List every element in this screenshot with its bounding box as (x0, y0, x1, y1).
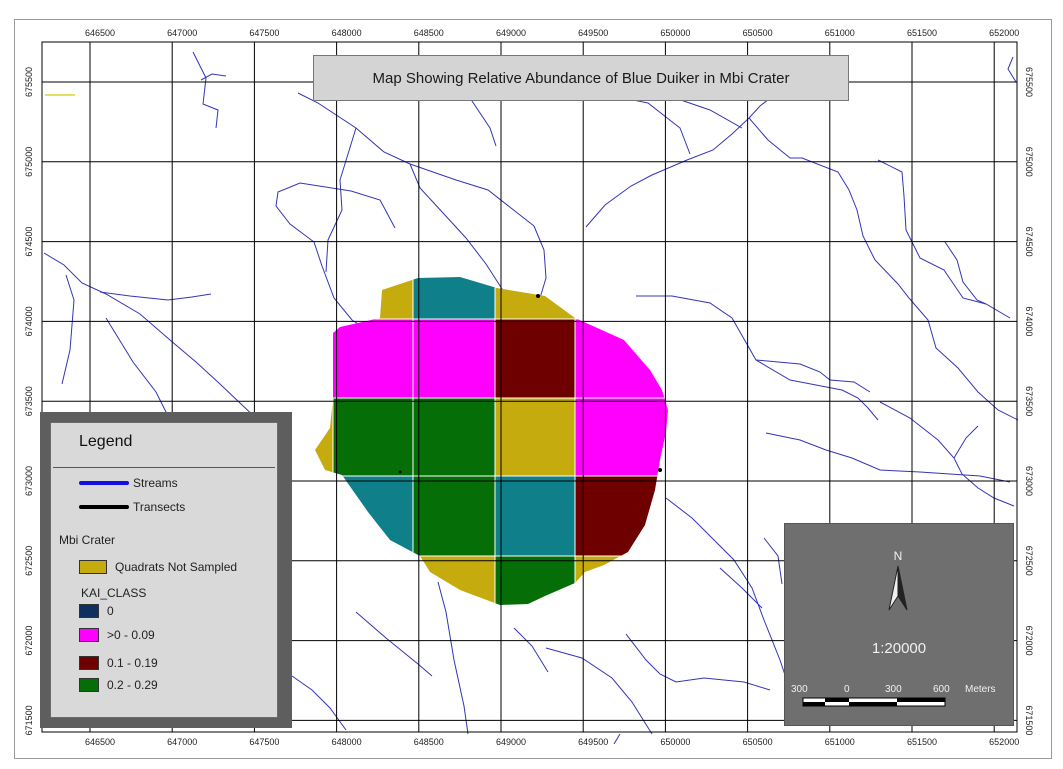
scale-label-0: 300 (791, 684, 808, 695)
x-tick-label: 649500 (578, 28, 608, 38)
map-border (41, 41, 1018, 733)
y-tick-label: 672500 (24, 546, 34, 576)
legend-transects-label: Transects (133, 500, 186, 514)
y-tick-label: 673000 (24, 466, 34, 496)
north-label: N (894, 549, 903, 563)
x-tick-label: 649000 (496, 737, 526, 747)
x-tick-label: 646500 (85, 737, 115, 747)
x-tick-label: 651500 (907, 737, 937, 747)
x-tick-label: 652000 (989, 737, 1019, 747)
y-tick-label: 675000 (1024, 147, 1034, 177)
y-tick-label: 674000 (1024, 306, 1034, 336)
y-axis-ticks-right: 675500 675000 674500 674000 673500 673000 6725… (1024, 67, 1034, 735)
x-tick-label: 650000 (660, 28, 690, 38)
y-tick-label: 674500 (24, 227, 34, 257)
y-tick-label: 672500 (1024, 546, 1034, 576)
class-1-swatch (79, 628, 99, 642)
legend-title: Legend (79, 433, 133, 450)
y-tick-label: 673000 (1024, 466, 1034, 496)
x-tick-label: 647500 (249, 737, 279, 747)
scale-label-2: 300 (885, 684, 902, 695)
stream-line-symbol (79, 481, 129, 485)
y-tick-label: 674000 (24, 306, 34, 336)
scale-unit: Meters (965, 684, 996, 695)
scale-box: N 1:20000 300 0 300 600 Meters (784, 523, 1014, 726)
class-3-label: 0.2 - 0.29 (107, 678, 158, 692)
legend-divider (53, 467, 275, 468)
transect-markers (398, 294, 662, 474)
legend-transects: Transects (79, 500, 185, 514)
x-tick-label: 649000 (496, 28, 526, 38)
x-tick-label: 650500 (743, 737, 773, 747)
y-tick-label: 673500 (1024, 386, 1034, 416)
x-tick-label: 648500 (414, 28, 444, 38)
x-tick-label: 647000 (167, 28, 197, 38)
transect-line-symbol (79, 505, 129, 509)
legend-streams-label: Streams (133, 476, 178, 490)
legend-class-2: 0.1 - 0.19 (79, 656, 158, 670)
legend-class-0: 0 (79, 604, 114, 618)
x-tick-label: 650000 (660, 737, 690, 747)
class-3-swatch (79, 678, 99, 692)
legend-streams: Streams (79, 476, 178, 490)
x-tick-label: 651000 (825, 28, 855, 38)
north-arrow: N (802, 549, 946, 707)
y-tick-label: 675500 (24, 67, 34, 97)
not-sampled-label: Quadrats Not Sampled (115, 560, 238, 574)
legend-class-3: 0.2 - 0.29 (79, 678, 158, 692)
scale-label-3: 600 (933, 684, 950, 695)
class-0-label: 0 (107, 604, 114, 618)
map-title: Map Showing Relative Abundance of Blue D… (313, 55, 849, 101)
x-axis-ticks-top: 646500 647000 647500 648000 648500 649000 6495… (85, 28, 1019, 38)
y-axis-ticks-left: 675500 675000 674500 674000 673500 673000 6725… (24, 67, 34, 735)
x-tick-label: 648000 (332, 737, 362, 747)
x-tick-label: 647000 (167, 737, 197, 747)
legend: Legend Streams Transects Mbi Crater Quad… (50, 422, 278, 718)
y-tick-label: 671500 (1024, 705, 1034, 735)
y-tick-label: 672000 (1024, 626, 1034, 656)
class-1-label: >0 - 0.09 (107, 628, 155, 642)
class-field-label: KAI_CLASS (81, 586, 147, 600)
y-tick-label: 675500 (1024, 67, 1034, 97)
scale-bar (802, 697, 946, 707)
x-tick-label: 651000 (825, 737, 855, 747)
x-tick-label: 651500 (907, 28, 937, 38)
x-tick-label: 646500 (85, 28, 115, 38)
x-tick-label: 650500 (743, 28, 773, 38)
scale-label-1: 0 (844, 684, 850, 695)
class-2-swatch (79, 656, 99, 670)
layer-name-label: Mbi Crater (59, 533, 116, 547)
legend-not-sampled: Quadrats Not Sampled (79, 560, 237, 574)
legend-class-1: >0 - 0.09 (79, 628, 155, 642)
x-tick-label: 648500 (414, 737, 444, 747)
y-tick-label: 673500 (24, 386, 34, 416)
y-tick-label: 671500 (24, 705, 34, 735)
class-0-swatch (79, 604, 99, 618)
y-tick-label: 675000 (24, 147, 34, 177)
scale-ratio: 1:20000 (871, 640, 927, 657)
not-sampled-swatch (79, 560, 107, 574)
legend-class-field: KAI_CLASS (81, 586, 146, 600)
x-tick-label: 652000 (989, 28, 1019, 38)
class-2-label: 0.1 - 0.19 (107, 656, 158, 670)
x-tick-label: 648000 (332, 28, 362, 38)
x-axis-ticks-bottom: 646500 647000 647500 648000 648500 649000 6495… (85, 737, 1019, 747)
x-tick-label: 649500 (578, 737, 608, 747)
legend-layer-name: Mbi Crater (59, 533, 115, 547)
x-tick-label: 647500 (249, 28, 279, 38)
y-tick-label: 674500 (1024, 227, 1034, 257)
y-tick-label: 672000 (24, 626, 34, 656)
